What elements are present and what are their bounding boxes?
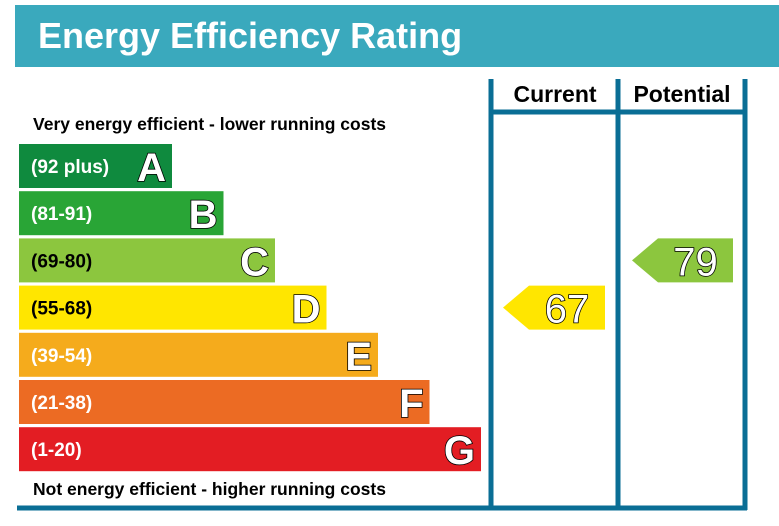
score-arrows: 67 79	[503, 238, 733, 332]
band-c-letter: C	[240, 240, 269, 284]
table-frame	[17, 79, 748, 511]
band-b-letter: B	[189, 193, 218, 237]
band-g-letter: G	[444, 429, 475, 473]
band-f-letter: F	[399, 382, 423, 426]
band-d-letter: D	[292, 288, 321, 332]
band-f-range: (21-38)	[31, 393, 92, 414]
band-f-bar	[19, 380, 430, 424]
band-d-bar	[19, 285, 327, 330]
band-a-letter: A	[137, 146, 166, 190]
rating-bands: (92 plus) A (81-91) B (69-80) C (55-68) D (39-54…	[19, 144, 481, 474]
current-rating-value: 67	[545, 288, 590, 332]
potential-rating-value: 79	[673, 240, 718, 284]
current-column-header: Current	[513, 81, 596, 107]
bottom-note: Not energy efficient - higher running co…	[33, 479, 386, 499]
current-rating-arrow	[503, 285, 605, 330]
band-e-letter: E	[345, 335, 372, 379]
band-a-bar	[19, 144, 172, 188]
band-c-range: (69-80)	[31, 251, 92, 272]
band-e-range: (39-54)	[31, 346, 92, 367]
band-b-bar	[19, 191, 224, 236]
band-e-bar	[19, 332, 378, 377]
band-b-range: (81-91)	[31, 204, 92, 225]
band-g-range: (1-20)	[31, 440, 82, 461]
band-c-bar	[19, 238, 275, 283]
top-note: Very energy efficient - lower running co…	[33, 114, 386, 134]
potential-column-header: Potential	[633, 81, 730, 107]
potential-rating-arrow	[632, 238, 733, 283]
band-d-range: (55-68)	[31, 299, 92, 320]
title-bar	[15, 5, 779, 67]
band-g-bar	[19, 427, 481, 472]
chart-title: Energy Efficiency Rating	[38, 15, 462, 56]
band-a-range: (92 plus)	[31, 157, 109, 178]
